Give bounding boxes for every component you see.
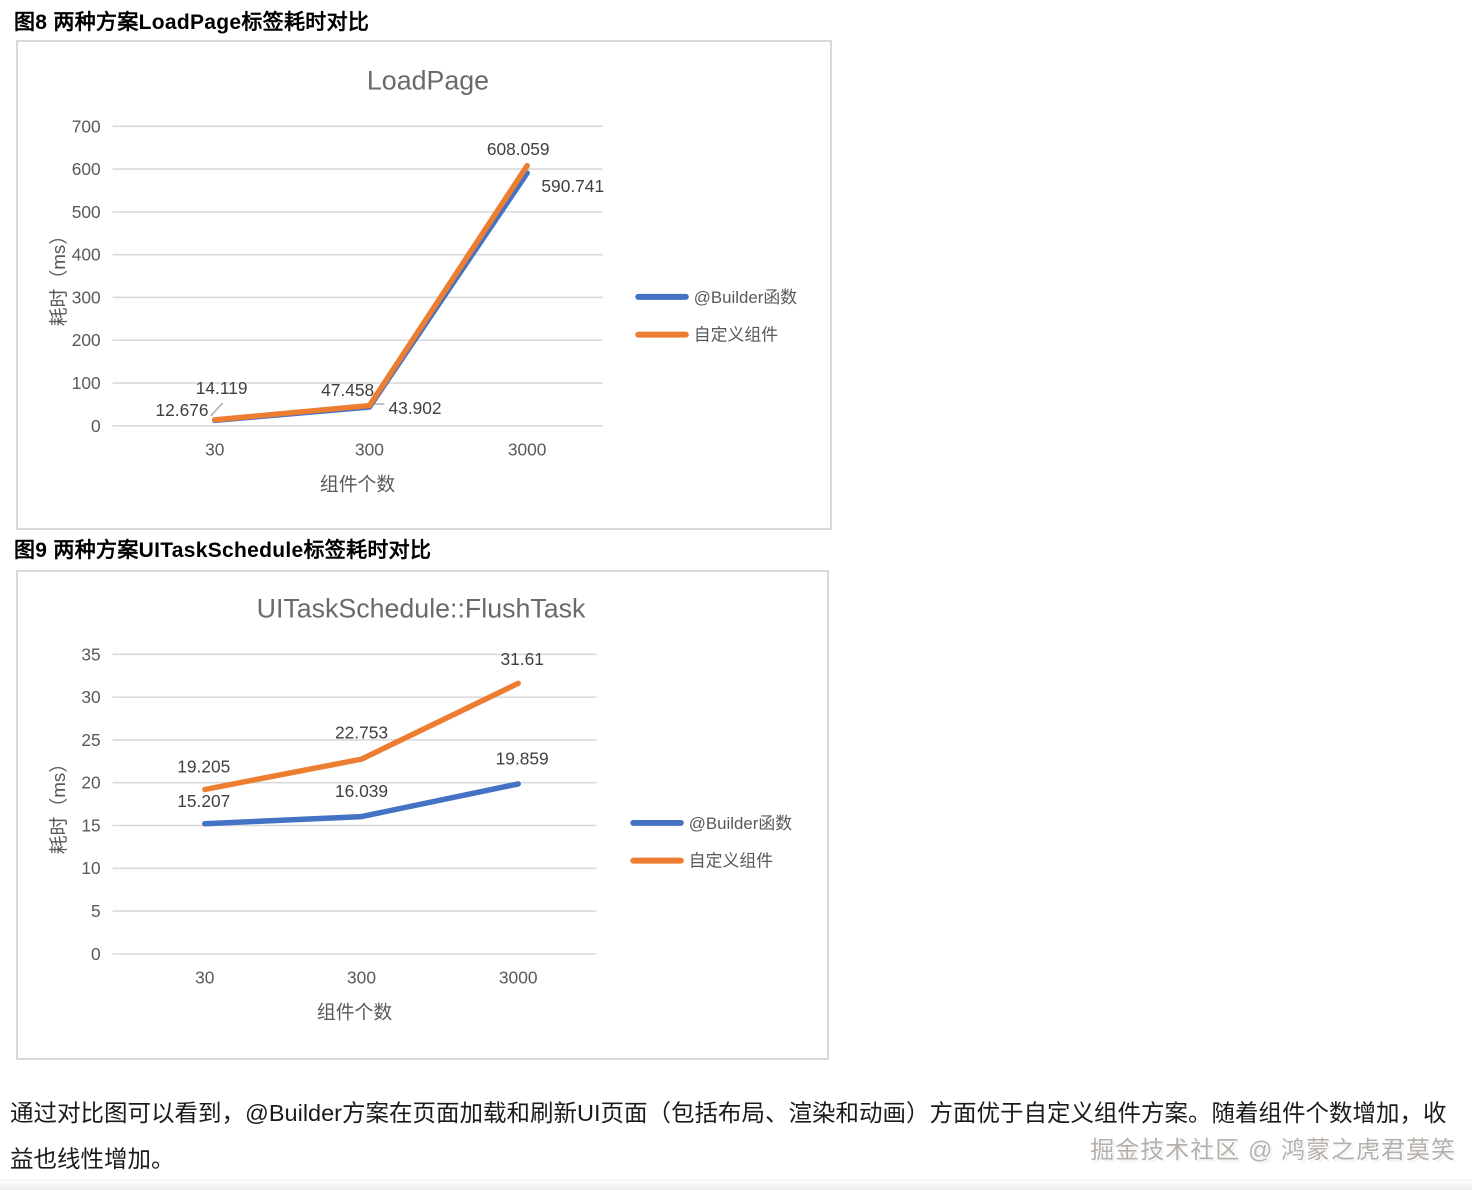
y-axis-title: 耗时（ms） (48, 754, 69, 854)
chart-title: UITaskSchedule::FlushTask (257, 594, 586, 624)
conclusion-paragraph: 通过对比图可以看到，@Builder方案在页面加载和刷新UI页面（包括布局、渲染… (10, 1100, 1447, 1172)
uitaskschedule-chart: UITaskSchedule::FlushTask 0 5 10 15 20 25 30 35 3… (16, 570, 829, 1060)
y-tick-label: 200 (72, 330, 101, 350)
watermark-text: 掘金技术社区 @ 鸿蒙之虎君莫笑 (1090, 1137, 1456, 1164)
loadpage-chart: LoadPage 0 100 200 300 400 500 600 700 30 300 3000 组… (16, 40, 832, 530)
data-label: 590.741 (541, 176, 604, 196)
data-label-leader (210, 402, 224, 417)
series-line-custom-component (211, 162, 530, 423)
y-tick-label: 20 (81, 773, 100, 793)
data-label: 14.119 (196, 378, 248, 398)
loadpage-chart-canvas: LoadPage 0 100 200 300 400 500 600 700 30 300 3000 组… (48, 66, 797, 495)
data-label: 15.207 (177, 791, 230, 811)
legend-label: @Builder函数 (694, 288, 797, 307)
y-tick-label: 700 (72, 116, 101, 136)
x-tick-label: 300 (347, 968, 376, 988)
y-tick-label: 5 (91, 901, 101, 921)
y-tick-label: 10 (81, 858, 100, 878)
data-label: 47.458 (321, 380, 374, 400)
y-tick-label: 0 (91, 944, 101, 964)
legend-label: 自定义组件 (694, 326, 778, 345)
data-label: 19.859 (496, 748, 549, 768)
data-label: 22.753 (335, 723, 388, 743)
x-tick-label: 30 (205, 440, 224, 460)
y-tick-label: 25 (81, 730, 100, 750)
data-label: 31.61 (500, 649, 543, 669)
x-axis-title: 组件个数 (317, 1001, 392, 1022)
y-tick-label: 100 (72, 373, 101, 393)
series-line-custom-component (202, 680, 521, 793)
legend-label: @Builder函数 (689, 814, 792, 833)
y-tick-label: 600 (72, 159, 101, 179)
uitaskschedule-chart-canvas: UITaskSchedule::FlushTask051015202530353… (48, 594, 792, 1023)
chart-title: LoadPage (367, 66, 489, 96)
figure8-caption: 图8 两种方案LoadPage标签耗时对比 (14, 11, 370, 34)
figure9-caption: 图9 两种方案UITaskSchedule标签耗时对比 (14, 539, 432, 562)
data-label: 43.902 (389, 398, 442, 418)
y-tick-label: 400 (72, 245, 101, 265)
y-tick-label: 300 (72, 287, 101, 307)
y-tick-label: 30 (81, 687, 100, 707)
y-tick-label: 15 (81, 815, 100, 835)
page-bottom-edge (0, 1179, 1472, 1190)
data-label: 16.039 (335, 781, 388, 801)
legend-label: 自定义组件 (689, 852, 773, 871)
series-line-builder (202, 781, 521, 827)
y-tick-label: 0 (91, 416, 101, 436)
x-tick-label: 3000 (499, 968, 538, 988)
x-tick-label: 30 (195, 968, 214, 988)
data-label: 19.205 (177, 756, 230, 776)
x-tick-label: 3000 (508, 440, 547, 460)
y-tick-label: 35 (81, 644, 100, 664)
y-tick-label: 500 (72, 202, 101, 222)
x-axis-title: 组件个数 (320, 473, 395, 494)
x-tick-label: 300 (355, 440, 384, 460)
y-axis-title: 耗时（ms） (48, 226, 69, 326)
data-label: 608.059 (487, 139, 550, 159)
data-label: 12.676 (155, 400, 208, 420)
